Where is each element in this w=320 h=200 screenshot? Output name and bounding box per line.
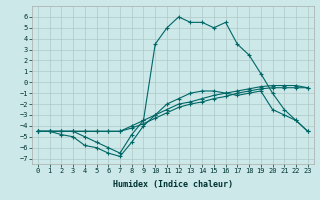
X-axis label: Humidex (Indice chaleur): Humidex (Indice chaleur) bbox=[113, 180, 233, 189]
